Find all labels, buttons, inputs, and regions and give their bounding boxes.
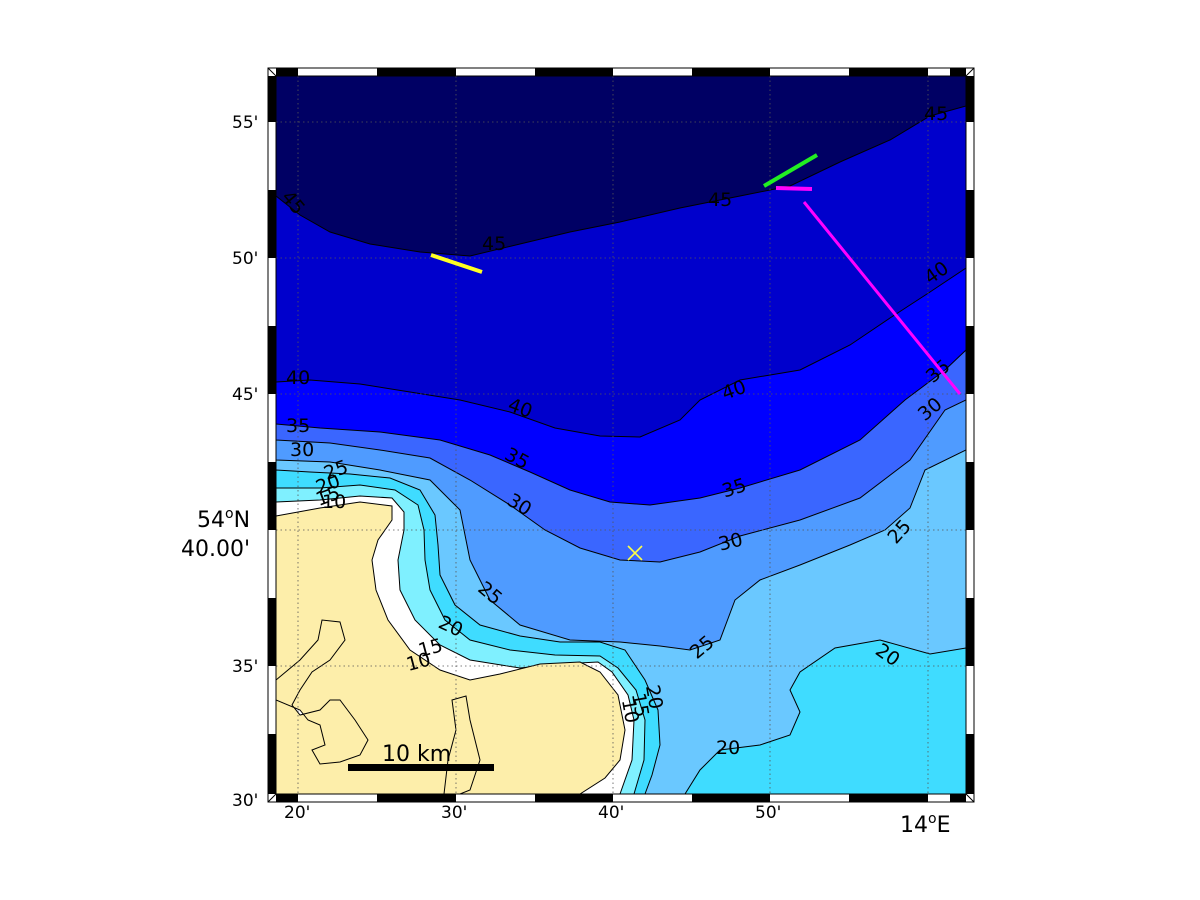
magenta-track	[802, 201, 962, 395]
border-ticks	[268, 68, 974, 802]
lon-tick-label: 20'	[284, 803, 310, 823]
contour-label-45: 45	[924, 103, 948, 125]
lat-center-label-minutes: 40.00'	[181, 537, 250, 562]
lon-corner-label: 14oE	[900, 811, 950, 838]
map-plot-area: 45 45 45 45 40 40 40 40 35 35 35 35 30 3…	[276, 76, 966, 794]
x-marker-icon	[627, 545, 643, 561]
contour-label-10: 10	[322, 491, 346, 513]
scale-bar-label: 10 km	[382, 742, 451, 767]
map-inner-frame	[275, 75, 967, 795]
lat-center-label: 54oN	[197, 506, 250, 533]
contour-label-45: 45	[708, 189, 732, 211]
contour-label-20: 20	[641, 683, 667, 711]
depth-band-20-se	[684, 639, 966, 794]
contour-label-15: 15	[627, 691, 653, 719]
scale-bar	[348, 764, 494, 771]
contour-label-30: 30	[290, 439, 314, 461]
contour-label-10: 10	[617, 697, 643, 725]
lat-tick-label: 50'	[232, 249, 258, 269]
magenta-track-short	[775, 186, 813, 191]
lon-tick-label: 50'	[755, 803, 781, 823]
lon-tick-label: 40'	[598, 803, 624, 823]
lat-tick-label: 35'	[232, 657, 258, 677]
contour-label-45: 45	[482, 233, 506, 255]
lat-tick-label: 45'	[232, 385, 258, 405]
depth-band-45	[276, 76, 966, 257]
lat-tick-label: 55'	[232, 113, 258, 133]
contour-label-20: 20	[716, 737, 740, 759]
frame-corners	[267, 67, 975, 803]
lat-tick-label: 30'	[232, 791, 258, 811]
map-frame	[267, 67, 975, 803]
green-track	[762, 153, 819, 188]
contour-label-35: 35	[286, 415, 310, 437]
contour-label-40: 40	[286, 367, 310, 389]
lon-tick-label: 30'	[441, 803, 467, 823]
land-mass-west	[276, 501, 626, 794]
yellow-track	[430, 253, 483, 274]
